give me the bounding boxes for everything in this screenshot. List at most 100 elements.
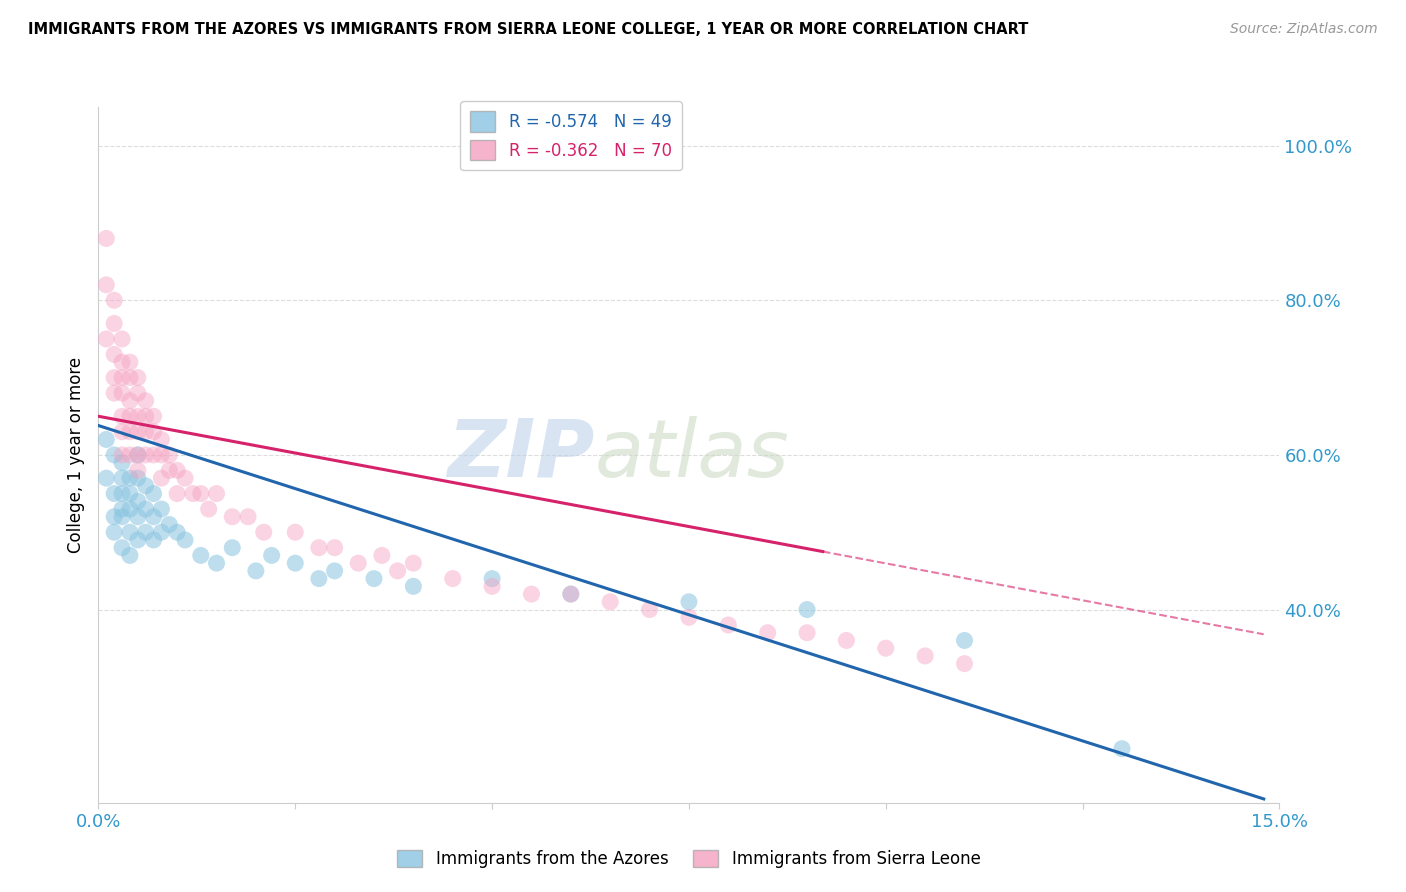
Point <box>103 525 125 540</box>
Point <box>103 317 125 331</box>
Point <box>135 525 157 540</box>
Point <box>260 549 283 563</box>
Point <box>150 525 173 540</box>
Point <box>166 463 188 477</box>
Point <box>308 541 330 555</box>
Point <box>953 657 976 671</box>
Point <box>103 370 125 384</box>
Point <box>638 602 661 616</box>
Y-axis label: College, 1 year or more: College, 1 year or more <box>66 357 84 553</box>
Point <box>142 425 165 439</box>
Point <box>402 579 425 593</box>
Point <box>127 425 149 439</box>
Point <box>150 448 173 462</box>
Point <box>118 471 141 485</box>
Point <box>166 525 188 540</box>
Point <box>111 386 134 401</box>
Point <box>150 471 173 485</box>
Point <box>142 533 165 547</box>
Point <box>96 433 118 447</box>
Point <box>190 486 212 500</box>
Point <box>347 556 370 570</box>
Point <box>118 393 141 408</box>
Point <box>111 509 134 524</box>
Point <box>142 509 165 524</box>
Point <box>103 347 125 361</box>
Point <box>118 486 141 500</box>
Point <box>796 625 818 640</box>
Point <box>111 448 134 462</box>
Point <box>111 332 134 346</box>
Point <box>205 556 228 570</box>
Point <box>135 502 157 516</box>
Point <box>560 587 582 601</box>
Point <box>127 494 149 508</box>
Point <box>111 425 134 439</box>
Legend: R = -0.574   N = 49, R = -0.362   N = 70: R = -0.574 N = 49, R = -0.362 N = 70 <box>460 102 682 170</box>
Point <box>875 641 897 656</box>
Point <box>284 525 307 540</box>
Text: IMMIGRANTS FROM THE AZORES VS IMMIGRANTS FROM SIERRA LEONE COLLEGE, 1 YEAR OR MO: IMMIGRANTS FROM THE AZORES VS IMMIGRANTS… <box>28 22 1029 37</box>
Point <box>190 549 212 563</box>
Point <box>96 277 118 292</box>
Point <box>127 386 149 401</box>
Point <box>323 564 346 578</box>
Point <box>150 502 173 516</box>
Point <box>599 595 621 609</box>
Point <box>756 625 779 640</box>
Point <box>111 502 134 516</box>
Point <box>363 572 385 586</box>
Point <box>118 355 141 369</box>
Point <box>157 463 180 477</box>
Point <box>371 549 394 563</box>
Point <box>103 293 125 308</box>
Point <box>103 486 125 500</box>
Point <box>221 541 243 555</box>
Point <box>118 502 141 516</box>
Point <box>174 471 197 485</box>
Point <box>717 618 740 632</box>
Point <box>127 533 149 547</box>
Point <box>127 448 149 462</box>
Point <box>236 509 259 524</box>
Point <box>127 471 149 485</box>
Point <box>560 587 582 601</box>
Point <box>96 231 118 245</box>
Point <box>142 486 165 500</box>
Point <box>1111 741 1133 756</box>
Point <box>441 572 464 586</box>
Point <box>118 370 141 384</box>
Point <box>111 486 134 500</box>
Point <box>111 471 134 485</box>
Point <box>323 541 346 555</box>
Point <box>103 386 125 401</box>
Point <box>953 633 976 648</box>
Point <box>103 509 125 524</box>
Point <box>118 425 141 439</box>
Point <box>118 448 141 462</box>
Point <box>111 355 134 369</box>
Point <box>96 332 118 346</box>
Point <box>402 556 425 570</box>
Point <box>127 509 149 524</box>
Text: atlas: atlas <box>595 416 789 494</box>
Point <box>678 595 700 609</box>
Point <box>796 602 818 616</box>
Point <box>197 502 219 516</box>
Point <box>111 370 134 384</box>
Point <box>127 463 149 477</box>
Legend: Immigrants from the Azores, Immigrants from Sierra Leone: Immigrants from the Azores, Immigrants f… <box>391 843 987 875</box>
Point <box>111 409 134 424</box>
Point <box>481 579 503 593</box>
Point <box>284 556 307 570</box>
Point <box>245 564 267 578</box>
Point <box>135 448 157 462</box>
Point <box>127 409 149 424</box>
Point <box>135 425 157 439</box>
Point <box>835 633 858 648</box>
Point <box>150 433 173 447</box>
Point <box>174 533 197 547</box>
Point <box>157 517 180 532</box>
Point <box>387 564 409 578</box>
Point <box>135 479 157 493</box>
